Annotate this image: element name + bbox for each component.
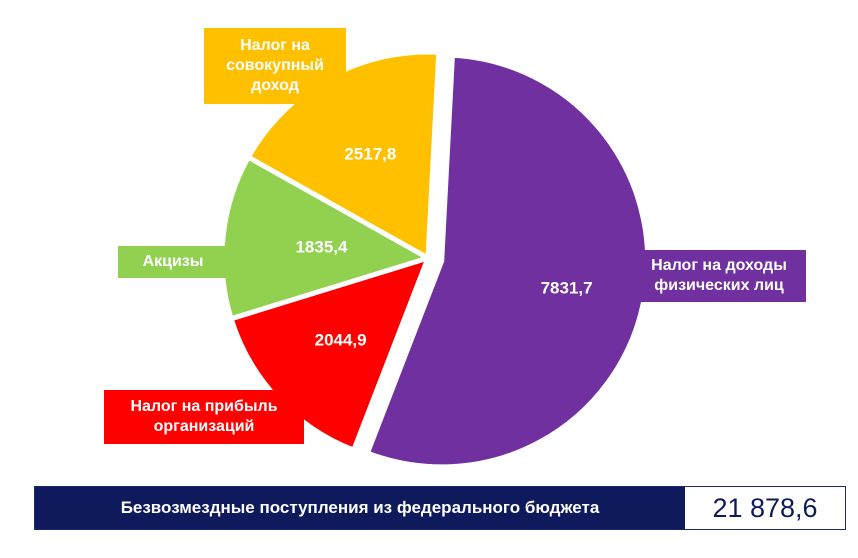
value-label-aggregate-income-tax: 2517,8 (344, 144, 396, 163)
label-ndfl-text: Налог на доходы физических лиц (651, 257, 787, 294)
label-box-ndfl: Налог на доходы физических лиц (632, 250, 806, 302)
label-box-aggregate-income-tax: Налог на совокупный доход (204, 28, 346, 104)
slice-ndfl (364, 52, 651, 470)
label-excise-text: Акцизы (142, 253, 204, 270)
slice-excise (219, 154, 431, 322)
pie-chart: 7831,7 2044,9 1835,4 2517,8 (219, 52, 651, 470)
value-label-ndfl: 7831,7 (541, 279, 593, 298)
federal-transfers-row: Безвозмездные поступления из федеральног… (34, 486, 846, 530)
federal-transfers-label: Безвозмездные поступления из федеральног… (35, 487, 685, 529)
label-aggregate-income-tax-text: Налог на совокупный доход (226, 37, 324, 94)
value-label-excise: 1835,4 (295, 238, 348, 257)
federal-transfers-value: 21 878,6 (685, 487, 845, 529)
label-box-excise: Акцизы (118, 246, 228, 278)
value-label-profit-tax: 2044,9 (315, 330, 367, 349)
label-profit-tax-text: Налог на прибыль организаций (130, 398, 278, 435)
label-box-profit-tax: Налог на прибыль организаций (104, 390, 304, 444)
